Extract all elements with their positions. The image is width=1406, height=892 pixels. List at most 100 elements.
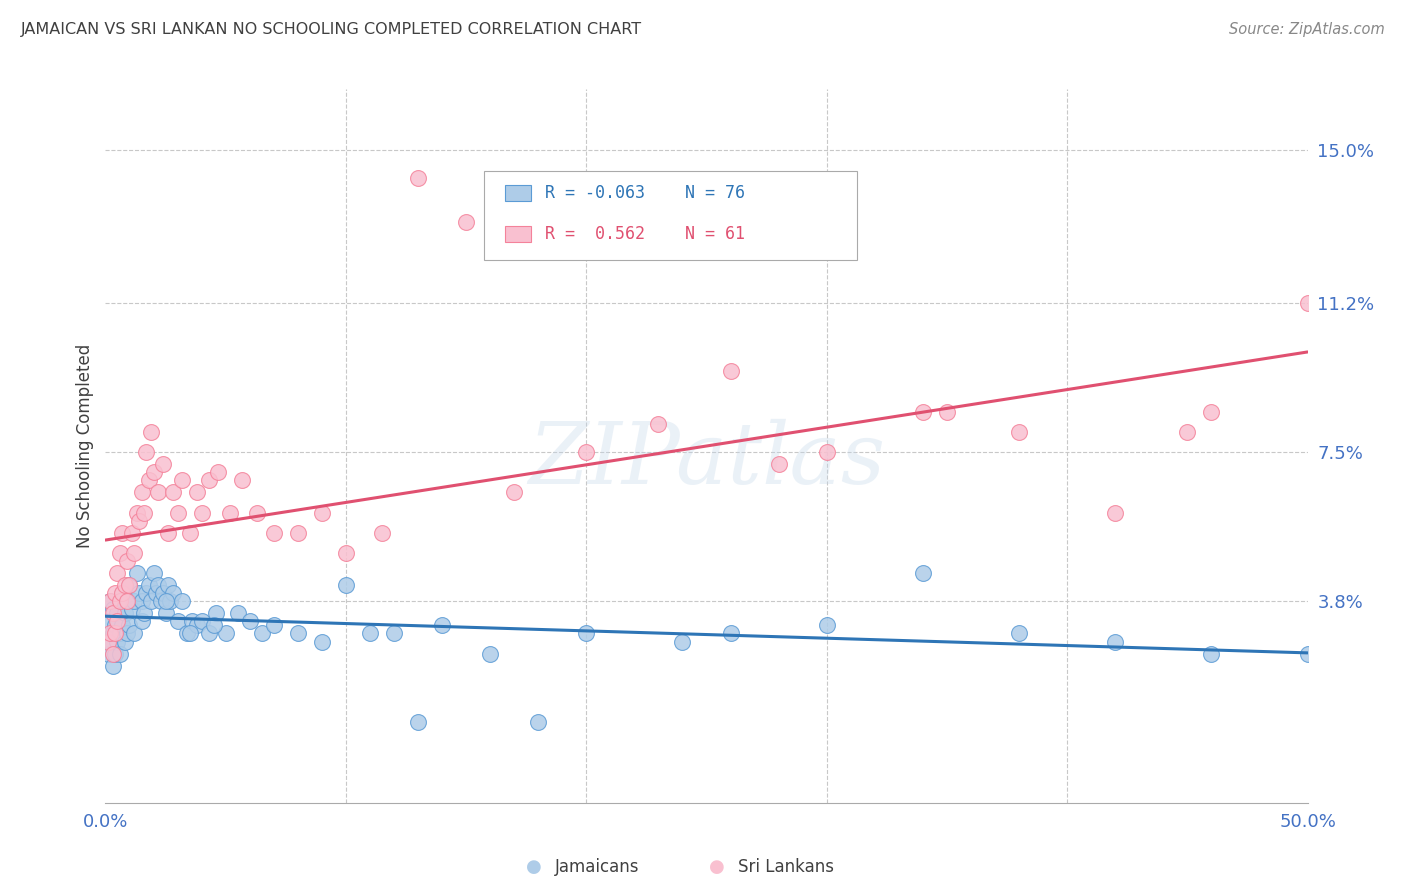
Point <box>142 465 165 479</box>
Point <box>911 566 934 580</box>
Point <box>98 594 121 608</box>
Point <box>97 634 120 648</box>
Point <box>118 618 141 632</box>
Point <box>118 578 141 592</box>
Point <box>311 634 333 648</box>
Point <box>226 607 249 621</box>
Point <box>768 457 790 471</box>
Point <box>128 514 150 528</box>
Point <box>138 473 160 487</box>
Point <box>1296 647 1319 661</box>
Point <box>1175 425 1198 439</box>
Point <box>115 554 138 568</box>
Point <box>131 615 153 629</box>
Point <box>131 485 153 500</box>
Point <box>124 594 146 608</box>
Point <box>205 607 228 621</box>
Point <box>406 170 429 185</box>
Point <box>104 618 127 632</box>
Point <box>190 615 212 629</box>
Point <box>815 445 838 459</box>
Point <box>219 506 242 520</box>
Point <box>179 525 201 540</box>
Y-axis label: No Schooling Completed: No Schooling Completed <box>76 344 94 548</box>
Point <box>124 626 146 640</box>
Point <box>162 586 184 600</box>
Point <box>335 578 357 592</box>
Point <box>430 618 453 632</box>
Point <box>181 615 204 629</box>
Point <box>115 594 138 608</box>
Point <box>97 647 120 661</box>
Point <box>159 594 181 608</box>
Point <box>172 594 194 608</box>
FancyBboxPatch shape <box>484 171 856 260</box>
Point <box>115 594 138 608</box>
Point <box>1008 626 1031 640</box>
Point <box>107 615 129 629</box>
Point <box>172 473 194 487</box>
Point <box>125 566 148 580</box>
Point <box>406 715 429 730</box>
Point <box>107 566 129 580</box>
Point <box>1104 506 1126 520</box>
Point <box>263 618 285 632</box>
Point <box>107 634 129 648</box>
Text: ●: ● <box>709 858 725 876</box>
Point <box>156 578 179 592</box>
Point <box>149 594 172 608</box>
Point <box>335 546 357 560</box>
Point <box>101 626 124 640</box>
Point <box>311 506 333 520</box>
Point <box>1008 425 1031 439</box>
Point <box>121 602 143 616</box>
Point <box>101 602 124 616</box>
Point <box>114 634 136 648</box>
Point <box>815 618 838 632</box>
Bar <box>505 226 531 242</box>
Point <box>104 647 127 661</box>
Point <box>575 445 598 459</box>
Point <box>125 506 148 520</box>
Point <box>111 618 134 632</box>
Point <box>152 457 174 471</box>
Point <box>108 594 131 608</box>
Point <box>104 626 127 640</box>
Point <box>111 525 134 540</box>
Point <box>479 647 502 661</box>
Point <box>371 525 394 540</box>
Point <box>527 715 550 730</box>
Text: ZIPatlas: ZIPatlas <box>527 419 886 501</box>
Point <box>139 594 162 608</box>
Point <box>135 445 157 459</box>
Point <box>382 626 405 640</box>
Text: JAMAICAN VS SRI LANKAN NO SCHOOLING COMPLETED CORRELATION CHART: JAMAICAN VS SRI LANKAN NO SCHOOLING COMP… <box>21 22 643 37</box>
Point <box>647 417 669 431</box>
Point <box>575 626 598 640</box>
Point <box>108 594 131 608</box>
Point <box>359 626 381 640</box>
Point <box>98 634 121 648</box>
Point <box>720 364 742 378</box>
Point <box>108 546 131 560</box>
Point <box>138 578 160 592</box>
Text: R = -0.063    N = 76: R = -0.063 N = 76 <box>546 184 745 202</box>
Point <box>287 525 309 540</box>
Point <box>142 566 165 580</box>
Point <box>911 405 934 419</box>
Point <box>155 594 177 608</box>
Point <box>166 615 188 629</box>
Point <box>148 578 170 592</box>
Text: Source: ZipAtlas.com: Source: ZipAtlas.com <box>1229 22 1385 37</box>
Point <box>202 618 225 632</box>
Point <box>166 506 188 520</box>
Point <box>263 525 285 540</box>
Point <box>250 626 273 640</box>
Text: R =  0.562    N = 61: R = 0.562 N = 61 <box>546 225 745 243</box>
Point <box>148 485 170 500</box>
Point <box>101 658 124 673</box>
Point <box>114 578 136 592</box>
Bar <box>505 185 531 201</box>
Point <box>121 525 143 540</box>
Text: Jamaicans: Jamaicans <box>555 858 640 876</box>
